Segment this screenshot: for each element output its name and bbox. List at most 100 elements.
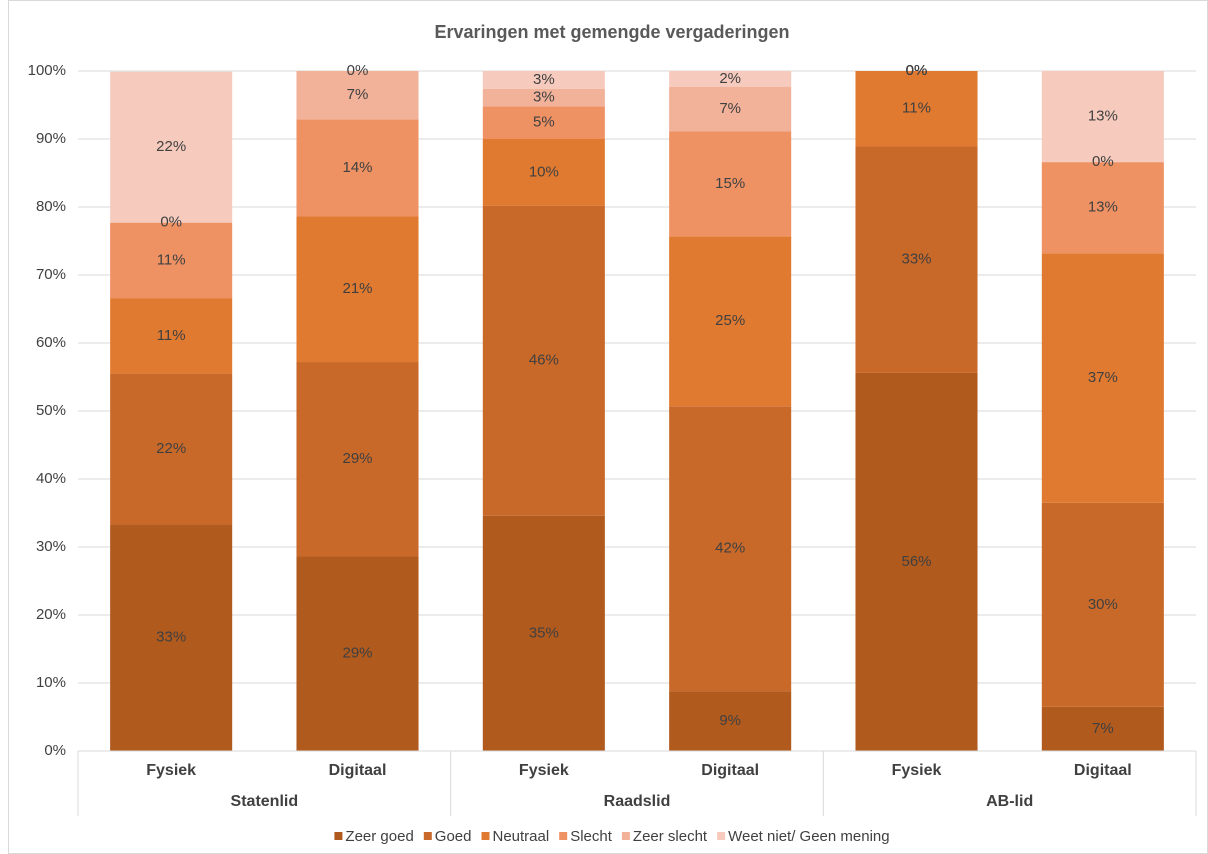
bar-segment xyxy=(110,222,233,299)
data-label: 0% xyxy=(906,62,928,79)
legend-swatch xyxy=(621,832,630,840)
y-tick-label: 50% xyxy=(36,402,66,419)
group-label: Raadslid xyxy=(604,793,671,810)
data-label: 7% xyxy=(719,100,741,117)
bar-segment xyxy=(482,106,605,139)
bar-segment xyxy=(296,362,419,557)
bar-segment xyxy=(296,71,419,120)
bar-segment xyxy=(110,524,233,751)
data-label: 3% xyxy=(533,88,555,105)
bar-segment xyxy=(482,139,605,206)
x-tick-label: Digitaal xyxy=(701,762,759,779)
data-label: 11% xyxy=(902,100,931,117)
data-label: 21% xyxy=(342,280,372,297)
bar-segment xyxy=(1041,71,1164,163)
data-label: 25% xyxy=(715,312,745,329)
legend-swatch xyxy=(559,832,568,840)
data-label: 0% xyxy=(347,62,369,79)
data-label: 13% xyxy=(1088,108,1118,125)
bar-segment xyxy=(1041,502,1164,707)
legend-swatch xyxy=(423,832,432,840)
y-tick-label: 80% xyxy=(36,198,66,215)
bar-segment xyxy=(669,131,792,237)
bar-segment xyxy=(110,71,233,223)
legend-label: Zeer goed xyxy=(345,828,413,845)
bar-segment xyxy=(1041,253,1164,503)
data-label: 0% xyxy=(160,214,182,231)
y-tick-label: 70% xyxy=(36,266,66,283)
bar-segment xyxy=(669,236,792,407)
data-label: 29% xyxy=(342,645,372,662)
data-label: 33% xyxy=(901,251,931,268)
x-tick-label: Fysiek xyxy=(892,762,942,779)
data-label: 13% xyxy=(1088,199,1118,216)
x-tick-label: Digitaal xyxy=(329,762,387,779)
data-label: 14% xyxy=(342,159,372,176)
data-label: 7% xyxy=(347,86,369,103)
y-tick-label: 20% xyxy=(36,606,66,623)
y-tick-label: 10% xyxy=(36,674,66,691)
legend-label: Weet niet/ Geen mening xyxy=(728,828,889,845)
chart-title: Ervaringen met gemengde vergaderingen xyxy=(434,22,789,42)
data-label: 35% xyxy=(529,624,559,641)
data-label: 46% xyxy=(529,352,559,369)
data-label: 9% xyxy=(719,712,741,729)
bar-segment xyxy=(855,146,978,373)
data-label: 5% xyxy=(533,114,555,131)
y-tick-label: 60% xyxy=(36,334,66,351)
data-label: 10% xyxy=(529,163,559,180)
data-label: 22% xyxy=(156,138,186,155)
x-tick-label: Digitaal xyxy=(1074,762,1132,779)
bar-segment xyxy=(669,691,792,751)
bar-segment xyxy=(482,515,605,751)
bar-segment xyxy=(482,88,605,107)
bar-segment xyxy=(482,205,605,516)
y-tick-label: 100% xyxy=(28,62,66,79)
data-label: 30% xyxy=(1088,596,1118,613)
bar-segment xyxy=(855,71,978,147)
bar-segment xyxy=(296,556,419,751)
data-label: 3% xyxy=(533,71,555,88)
data-label: 29% xyxy=(342,450,372,467)
y-tick-label: 0% xyxy=(44,742,66,759)
bar-segment xyxy=(296,119,419,217)
data-label: 11% xyxy=(157,251,186,268)
data-label: 2% xyxy=(719,70,741,87)
bar-segment xyxy=(1041,162,1164,254)
data-label: 0% xyxy=(1092,153,1114,170)
bar-segment xyxy=(669,406,792,692)
data-label: 42% xyxy=(715,540,745,557)
data-label: 11% xyxy=(157,327,186,344)
bar-segment xyxy=(482,71,605,89)
y-tick-label: 90% xyxy=(36,130,66,147)
x-tick-label: Fysiek xyxy=(519,762,569,779)
data-label: 33% xyxy=(156,629,186,646)
legend-swatch xyxy=(334,832,343,840)
bar-segment xyxy=(669,71,792,87)
data-label: 37% xyxy=(1088,369,1118,386)
x-tick-label: Fysiek xyxy=(146,762,196,779)
data-label: 56% xyxy=(901,553,931,570)
legend-label: Slecht xyxy=(570,828,613,845)
legend-swatch xyxy=(717,832,726,840)
group-label: AB-lid xyxy=(986,793,1033,810)
bar-segment xyxy=(669,86,792,132)
legend-label: Neutraal xyxy=(493,828,550,845)
legend-swatch xyxy=(481,832,490,840)
legend-label: Goed xyxy=(435,828,472,845)
bar-segment xyxy=(296,216,419,363)
bar-segment xyxy=(855,372,978,751)
bar-segment xyxy=(1041,706,1164,751)
data-label: 22% xyxy=(156,440,186,457)
bar-segment xyxy=(110,373,233,525)
data-label: 7% xyxy=(1092,720,1114,737)
y-tick-label: 40% xyxy=(36,470,66,487)
bar-segment xyxy=(110,298,233,374)
data-label: 15% xyxy=(715,175,745,192)
data-label: 0% xyxy=(906,62,928,79)
group-label: Statenlid xyxy=(231,793,299,810)
legend-label: Zeer slecht xyxy=(633,828,708,845)
y-tick-label: 30% xyxy=(36,538,66,555)
data-label: 0% xyxy=(906,62,928,79)
